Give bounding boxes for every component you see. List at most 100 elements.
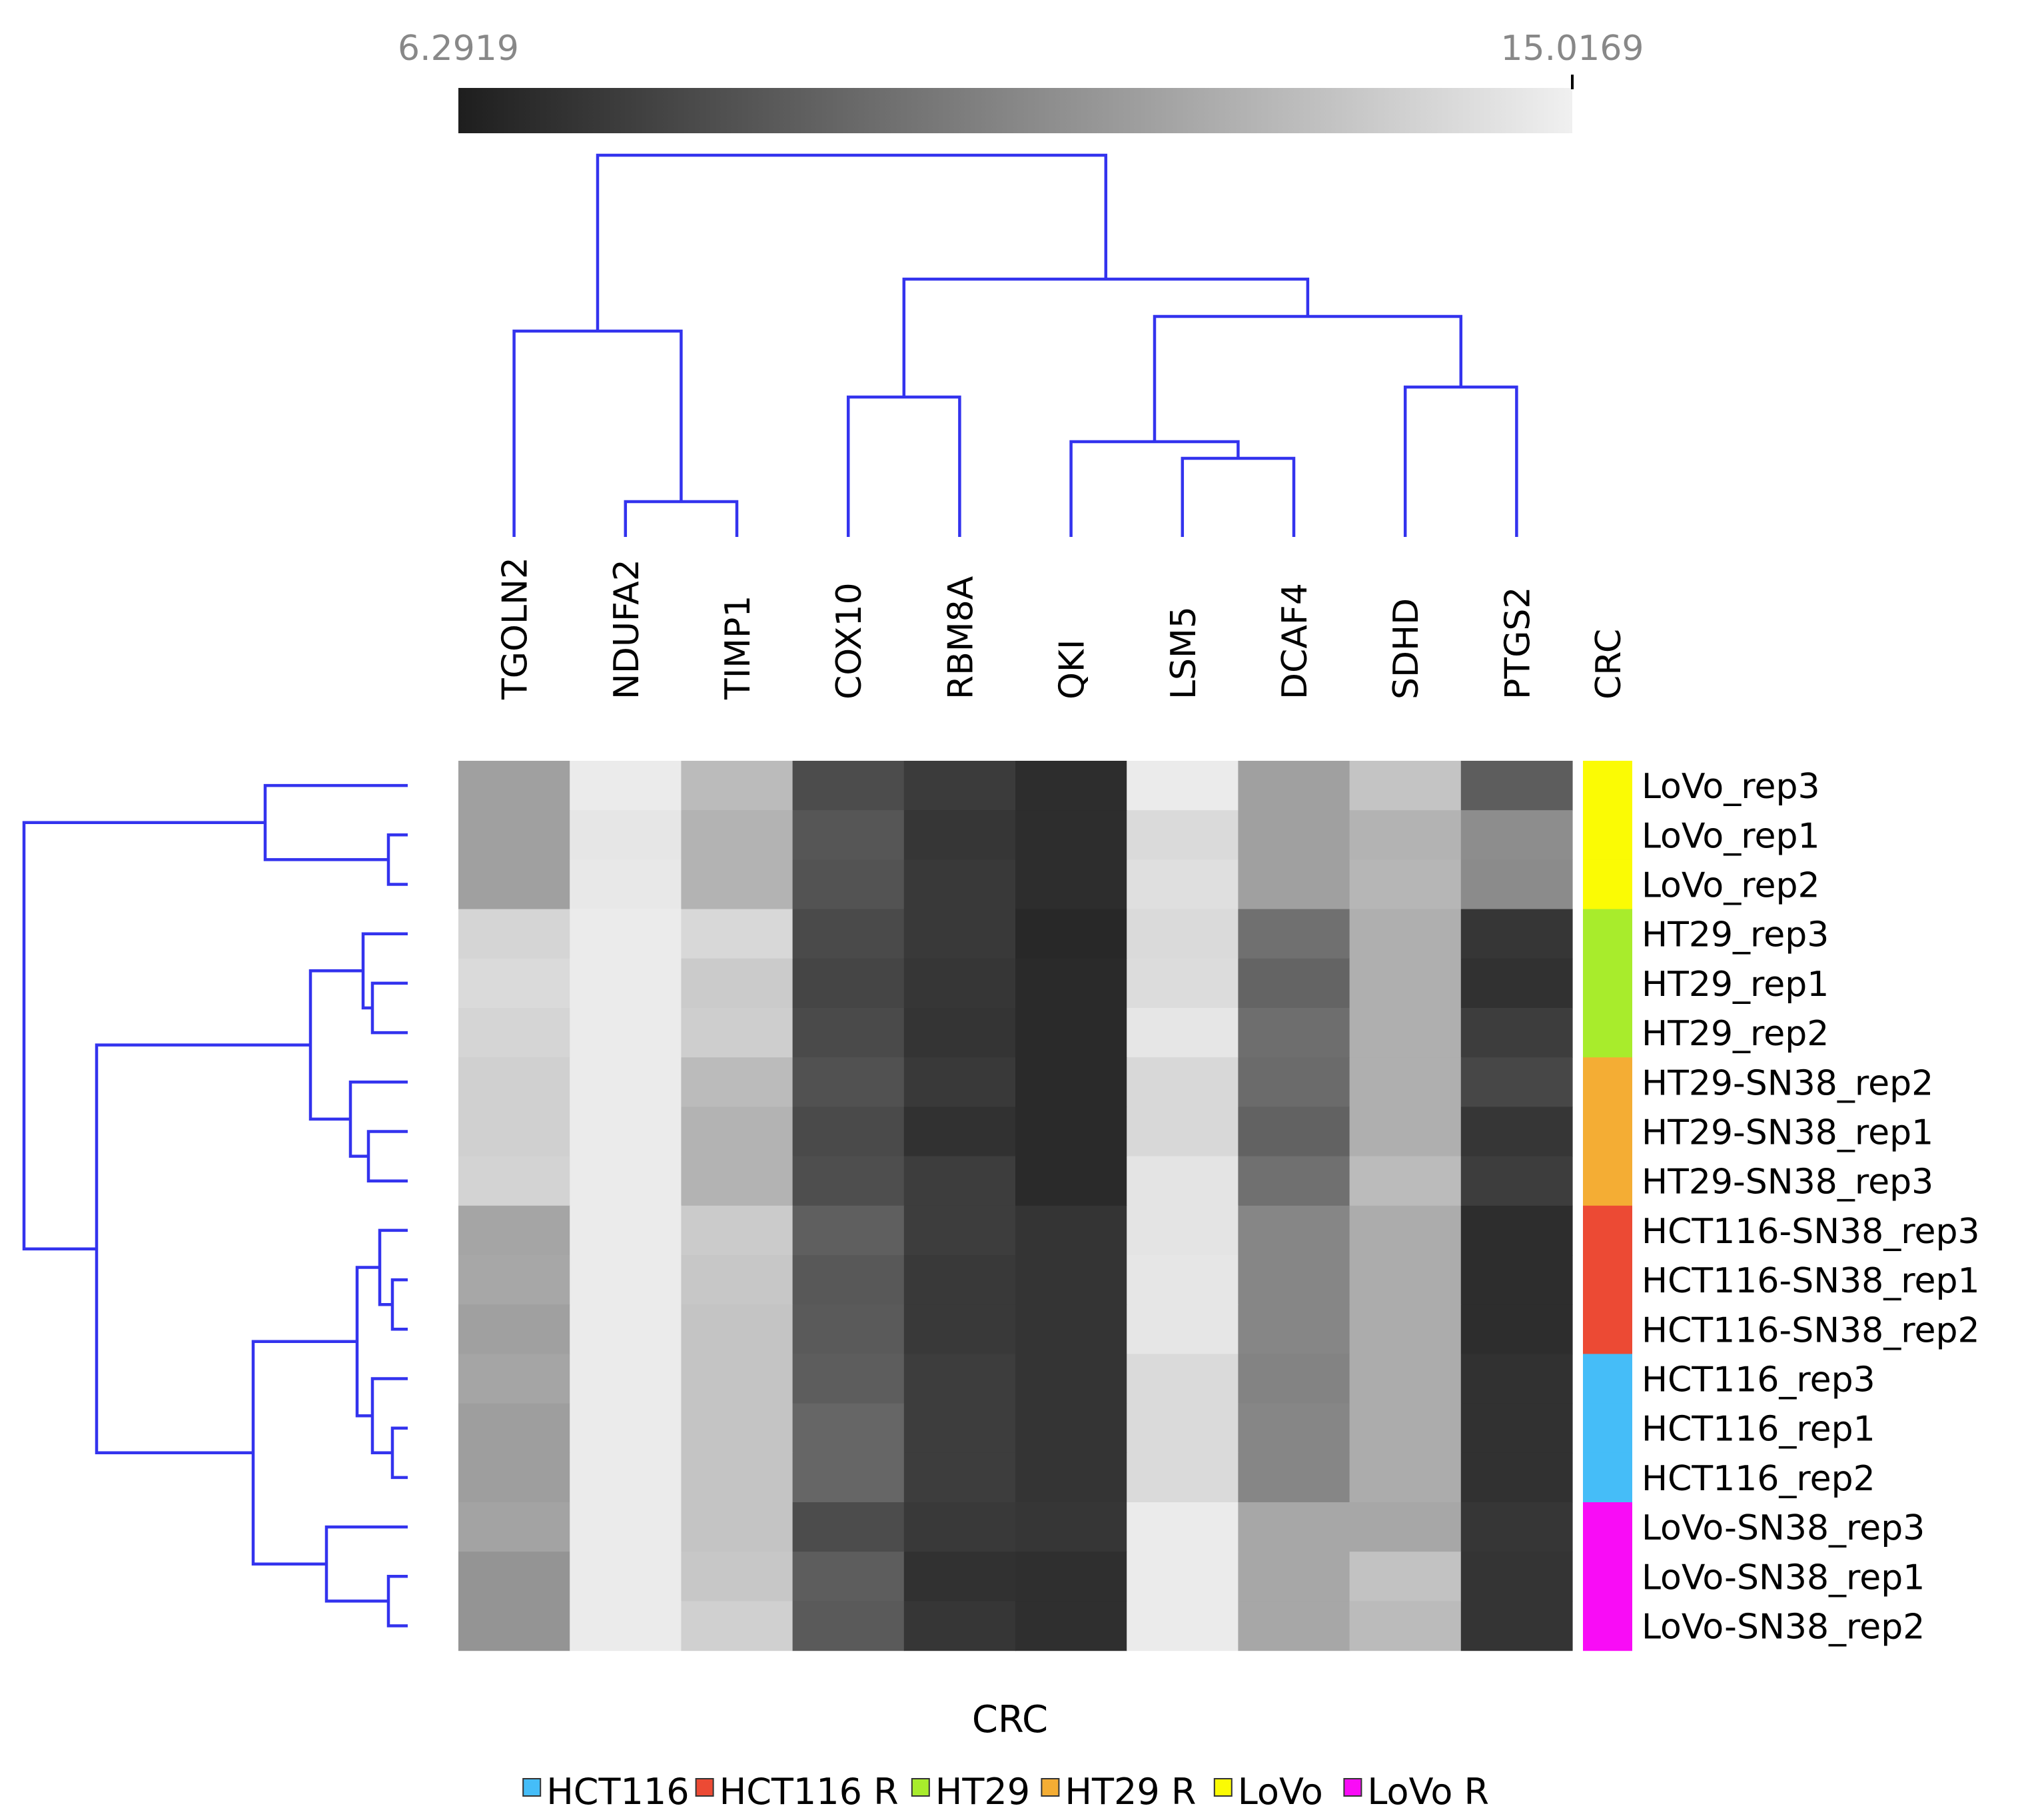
dendrogram-link: [596, 153, 1108, 331]
heatmap-cell: [1349, 1008, 1462, 1058]
column-dendrogram: [512, 153, 1518, 537]
group-annotation-cell: [1583, 1601, 1632, 1651]
heatmap-cell: [1460, 1403, 1573, 1454]
legend-label: LoVo: [1238, 1771, 1323, 1813]
heatmap-cell: [570, 1156, 682, 1206]
heatmap-cell: [1238, 1601, 1350, 1651]
legend-swatch: [1213, 1778, 1233, 1797]
heatmap-cell: [903, 1008, 1016, 1058]
dendrogram-link: [95, 1043, 310, 1455]
heatmap-cell: [792, 1601, 905, 1651]
heatmap-cell: [1238, 1502, 1350, 1552]
dendrogram-link: [386, 833, 408, 886]
row-label: HCT116_rep2: [1642, 1459, 1875, 1499]
group-annotation-cell: [1583, 1502, 1632, 1552]
group-annotation-cell: [1583, 859, 1632, 910]
heatmap-cell: [458, 1304, 570, 1354]
legend-swatch: [911, 1778, 930, 1797]
heatmap-cell: [1015, 909, 1127, 959]
heatmap-cell: [458, 810, 570, 860]
heatmap-cell: [792, 761, 905, 811]
heatmap-cell: [1460, 859, 1573, 910]
heatmap-cell: [1127, 1552, 1239, 1601]
column-label: SDHD: [1386, 598, 1426, 699]
heatmap-cell: [681, 1057, 793, 1107]
group-annotation-cell: [1583, 1057, 1632, 1107]
column-label: NDUFA2: [607, 559, 647, 699]
heatmap-cell: [570, 761, 682, 811]
row-dendrogram: [22, 783, 408, 1627]
group-annotation-cell: [1583, 1452, 1632, 1503]
dendrogram-link: [390, 1278, 408, 1331]
dendrogram-link: [324, 1525, 408, 1603]
heatmap-cell: [1127, 1057, 1239, 1107]
heatmap-cell: [681, 810, 793, 860]
heatmap-cell: [792, 1403, 905, 1454]
row-label: LoVo-SN38_rep2: [1642, 1607, 1925, 1647]
heatmap-cell: [1349, 1601, 1462, 1651]
x-axis-title: CRC: [972, 1698, 1048, 1741]
heatmap-cell: [458, 1552, 570, 1601]
heatmap-cell: [570, 1552, 682, 1601]
legend-item: HCT116 R: [695, 1771, 899, 1813]
heatmap-cell: [1349, 1057, 1462, 1107]
row-label: HCT116_rep3: [1642, 1360, 1875, 1400]
color-scale: 6.2919 15.0169: [398, 29, 1644, 133]
dendrogram-link: [1403, 385, 1518, 537]
heatmap-cell: [681, 1403, 793, 1454]
column-label: QKI: [1053, 640, 1093, 699]
column-label: PTGS2: [1498, 586, 1538, 699]
heatmap-cell: [681, 1354, 793, 1404]
heatmap-cell: [903, 1403, 1016, 1454]
heatmap-cell: [1349, 1304, 1462, 1354]
color-scale-max-label: 15.0169: [1500, 29, 1644, 69]
dendrogram-link: [1181, 456, 1296, 537]
heatmap-cell: [1460, 1601, 1573, 1651]
heatmap-cell: [1127, 1255, 1239, 1305]
heatmap-cell: [458, 1057, 570, 1107]
heatmap-cell: [1015, 761, 1127, 811]
column-label: COX10: [829, 582, 869, 699]
heatmap-cell: [1238, 761, 1350, 811]
heatmap-cell: [1015, 810, 1127, 860]
heatmap-cell: [1460, 810, 1573, 860]
heatmap-cell: [792, 810, 905, 860]
heatmap-cell: [1238, 1403, 1350, 1454]
heatmap-cell: [792, 1354, 905, 1404]
heatmap-cell: [1127, 909, 1239, 959]
heatmap-cell: [1349, 1156, 1462, 1206]
row-label: LoVo_rep2: [1642, 866, 1820, 906]
heatmap-cell: [1349, 1107, 1462, 1157]
color-scale-min-label: 6.2919: [398, 29, 519, 69]
heatmap-cell: [1238, 859, 1350, 910]
heatmap-cell: [681, 1255, 793, 1305]
dendrogram-link: [1153, 314, 1463, 442]
heatmap-cell: [458, 1107, 570, 1157]
legend: HCT116 HCT116 R HT29 HT29 R LoVo LoVo R: [522, 1771, 1489, 1813]
dendrogram-link: [1069, 440, 1240, 537]
heatmap-cell: [681, 761, 793, 811]
legend-swatch: [522, 1778, 542, 1797]
heatmap-cell: [681, 1502, 793, 1552]
dendrogram-link: [251, 1340, 357, 1566]
heatmap-cell: [1015, 1452, 1127, 1503]
dendrogram-link: [386, 1575, 408, 1627]
heatmap-cell: [681, 1452, 793, 1503]
column-label: LSM5: [1164, 606, 1204, 699]
heatmap-cell: [570, 859, 682, 910]
legend-item: LoVo: [1213, 1771, 1323, 1813]
heatmap-cell: [458, 1008, 570, 1058]
heatmap-cell: [903, 1354, 1016, 1404]
row-label: HCT116-SN38_rep1: [1642, 1261, 1980, 1301]
heatmap-cell: [1349, 1552, 1462, 1601]
heatmap-cell: [1238, 1354, 1350, 1404]
legend-label: HT29: [935, 1771, 1030, 1813]
heatmap-cell: [1238, 958, 1350, 1009]
heatmap-cell: [1238, 810, 1350, 860]
heatmap-cell: [1460, 1552, 1573, 1601]
row-label: HT29_rep2: [1642, 1014, 1829, 1054]
heatmap-cell: [458, 1452, 570, 1503]
row-label: HT29-SN38_rep3: [1642, 1162, 1933, 1202]
heatmap-cell: [1127, 1354, 1239, 1404]
row-label: LoVo_rep1: [1642, 816, 1820, 856]
